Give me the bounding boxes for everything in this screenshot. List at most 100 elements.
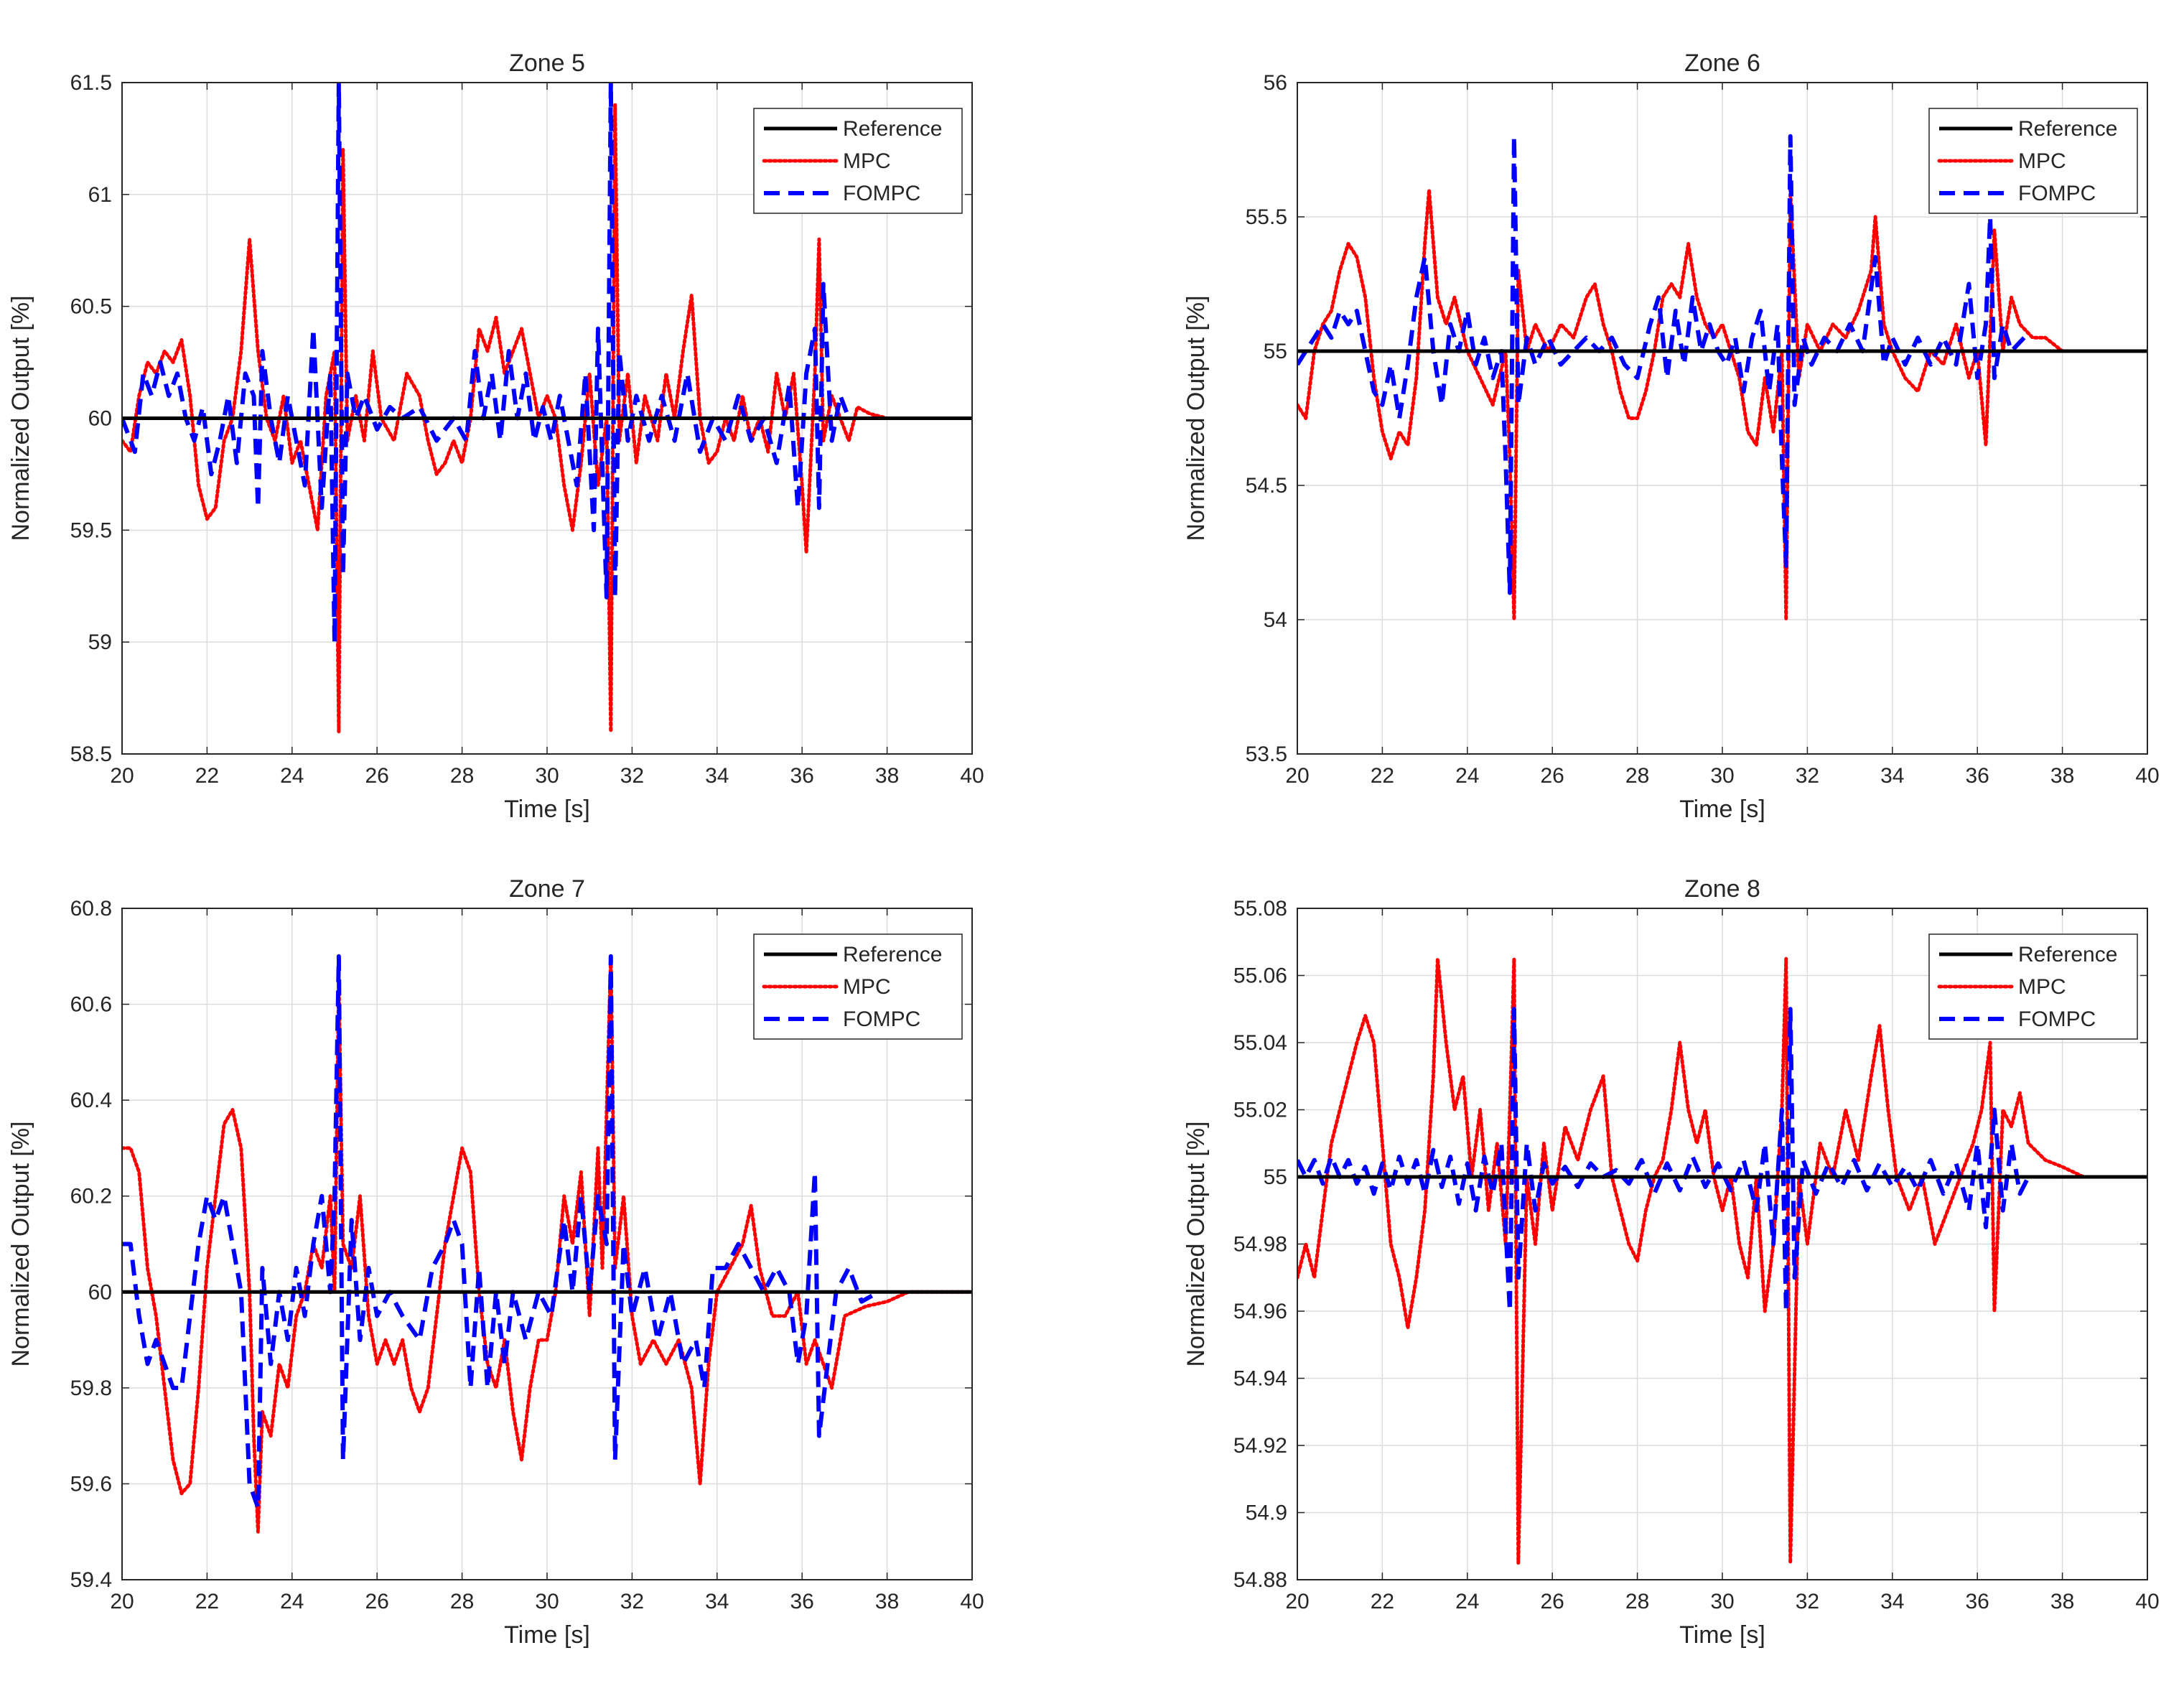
x-axis-label: Time [s] (1679, 1621, 1765, 1649)
x-tick-label: 32 (620, 1590, 644, 1613)
y-tick-label: 55.02 (1233, 1099, 1287, 1122)
x-tick-label: 34 (1880, 764, 1904, 788)
y-tick-label: 60 (88, 1280, 112, 1304)
y-tick-label: 60.8 (70, 897, 112, 921)
y-tick-label: 55 (1264, 340, 1287, 363)
legend-label-reference: Reference (2018, 117, 2117, 141)
legend-label-fompc: FOMPC (2018, 1007, 2096, 1031)
x-tick-label: 26 (365, 764, 389, 788)
y-tick-label: 59.6 (70, 1472, 112, 1496)
y-tick-label: 55.5 (1246, 205, 1287, 229)
legend-label-mpc: MPC (2018, 149, 2066, 173)
axes-box (121, 82, 973, 755)
legend-label-fompc: FOMPC (2018, 182, 2096, 205)
x-tick-label: 34 (705, 764, 729, 788)
series-line-fompc (122, 954, 880, 1510)
legend-label-reference: Reference (843, 117, 942, 141)
x-tick-label: 22 (195, 764, 219, 788)
x-tick-label: 24 (280, 1590, 304, 1613)
y-tick-label: 61 (88, 183, 112, 207)
y-axis-label: Normalized Output [%] (7, 295, 34, 541)
y-tick-label: 54.92 (1233, 1434, 1287, 1458)
x-tick-label: 20 (1285, 1590, 1309, 1613)
x-tick-label: 30 (535, 1590, 559, 1613)
x-tick-label: 36 (790, 1590, 814, 1613)
chart-title: Zone 8 (1684, 875, 1760, 903)
y-tick-label: 54.88 (1233, 1568, 1287, 1592)
y-tick-label: 60.5 (70, 295, 112, 319)
axes-box (1297, 908, 2148, 1580)
y-tick-label: 54.94 (1233, 1367, 1287, 1391)
x-tick-label: 26 (1541, 1590, 1564, 1613)
series-line-mpc (122, 954, 972, 1534)
chart-panel-1: 20 22 24 26 28 30 32 34 36 38 40 58.5 59 59.5 60 60.5 61… (7, 50, 984, 823)
y-tick-label: 55.06 (1233, 964, 1287, 988)
y-tick-label: 59 (88, 630, 112, 654)
legend: Reference MPC FOMPC (1928, 108, 2138, 214)
legend: Reference MPC FOMPC (1928, 933, 2138, 1040)
x-tick-label: 40 (2135, 1590, 2159, 1613)
legend-label-reference: Reference (843, 943, 942, 967)
series-line-fompc (1297, 134, 2026, 595)
series-line-fompc (1297, 1007, 2030, 1313)
y-tick-label: 60.6 (70, 993, 112, 1017)
x-tick-label: 40 (960, 1590, 984, 1613)
y-tick-label: 60 (88, 407, 112, 431)
x-tick-label: 24 (1455, 764, 1479, 788)
chart-panel-3: 20 22 24 26 28 30 32 34 36 38 40 59.4 59.6 59.8 60 60.2… (7, 875, 984, 1649)
x-tick-label: 36 (1966, 1590, 1989, 1613)
y-tick-label: 54.98 (1233, 1233, 1287, 1257)
x-tick-label: 38 (875, 1590, 899, 1613)
x-tick-label: 24 (280, 764, 304, 788)
axes-box (1297, 82, 2148, 755)
chart-panel-2: 20 22 24 26 28 30 32 34 36 38 40 53.5 54 54.5 55 55.5 56… (1182, 50, 2160, 823)
series-line-mpc (1297, 188, 2147, 622)
x-tick-label: 36 (790, 764, 814, 788)
x-tick-label: 32 (1796, 1590, 1819, 1613)
x-tick-label: 40 (960, 764, 984, 788)
x-tick-label: 32 (1796, 764, 1819, 788)
y-tick-label: 55.08 (1233, 897, 1287, 921)
x-tick-label: 30 (535, 764, 559, 788)
y-tick-label: 60.4 (70, 1089, 112, 1112)
axes-box (121, 908, 973, 1580)
y-axis-label: Normalized Output [%] (1182, 1121, 1210, 1366)
x-axis-label: Time [s] (504, 796, 590, 823)
series-line-mpc (122, 103, 972, 734)
legend-label-fompc: FOMPC (843, 1007, 920, 1031)
x-tick-label: 22 (195, 1590, 219, 1613)
x-tick-label: 30 (1710, 764, 1734, 788)
x-tick-label: 28 (450, 1590, 474, 1613)
x-tick-label: 32 (620, 764, 644, 788)
y-axis-label: Normalized Output [%] (7, 1121, 34, 1366)
x-tick-label: 26 (1541, 764, 1564, 788)
x-tick-label: 26 (365, 1590, 389, 1613)
x-tick-label: 34 (705, 1590, 729, 1613)
x-tick-label: 38 (875, 764, 899, 788)
y-tick-label: 60.2 (70, 1185, 112, 1208)
x-tick-label: 36 (1966, 764, 1989, 788)
y-axis-label: Normalized Output [%] (1182, 295, 1210, 541)
y-tick-label: 54 (1264, 608, 1287, 632)
legend: Reference MPC FOMPC (753, 933, 963, 1040)
x-tick-label: 20 (110, 764, 134, 788)
chart-title: Zone 6 (1684, 50, 1760, 77)
legend-label-mpc: MPC (2018, 975, 2066, 999)
x-tick-label: 40 (2135, 764, 2159, 788)
legend-label-reference: Reference (2018, 943, 2117, 967)
legend-label-fompc: FOMPC (843, 182, 920, 205)
x-tick-label: 22 (1371, 764, 1394, 788)
chart-title: Zone 5 (509, 50, 585, 77)
x-tick-label: 24 (1455, 1590, 1479, 1613)
series-line-mpc (1297, 956, 2147, 1565)
x-tick-label: 20 (1285, 764, 1309, 788)
y-tick-label: 54.96 (1233, 1300, 1287, 1323)
chart-panel-4: 20 22 24 26 28 30 32 34 36 38 40 54.88 54.9 54.92 54.9… (1182, 875, 2160, 1649)
y-tick-label: 59.8 (70, 1377, 112, 1400)
y-tick-label: 55 (1264, 1165, 1287, 1189)
x-tick-label: 22 (1371, 1590, 1394, 1613)
x-tick-label: 28 (1625, 1590, 1649, 1613)
x-tick-label: 38 (2050, 764, 2074, 788)
y-tick-label: 54.9 (1246, 1501, 1287, 1525)
